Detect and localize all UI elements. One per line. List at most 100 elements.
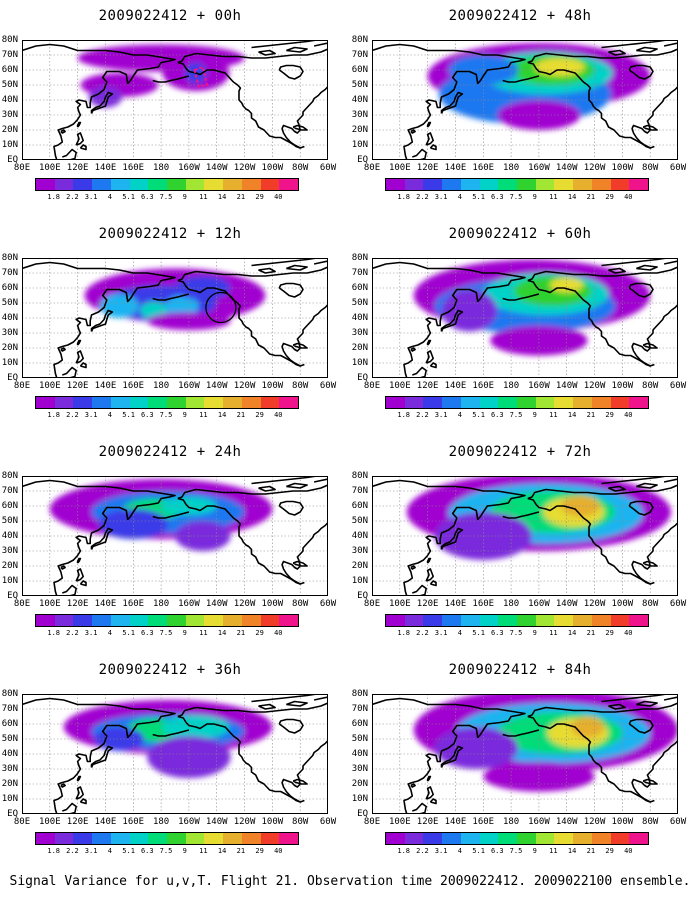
y-tick-label: 10N [351, 358, 368, 368]
x-tick-label: 100W [261, 381, 284, 391]
x-tick-label: 160E [472, 817, 495, 827]
coastline [631, 303, 678, 367]
x-tick-label: 160E [122, 817, 145, 827]
coastline [258, 267, 276, 274]
colorbar-label: 4 [107, 847, 112, 855]
x-tick-label: 120W [583, 163, 606, 173]
x-tick-label: 60W [319, 163, 337, 173]
coastline [79, 580, 87, 587]
colorbar-cell [129, 397, 149, 408]
colorbar-label: 14 [217, 411, 227, 419]
colorbar-cell [54, 615, 74, 626]
colorbar-label: 21 [586, 847, 596, 855]
colorbar-label: 11 [549, 193, 558, 201]
colorbar-label: 11 [199, 411, 208, 419]
colorbar-label: 5.1 [122, 629, 135, 637]
colorbar-cell [36, 833, 56, 844]
x-tick-label: 80W [292, 381, 309, 391]
colorbar-label: 1.8 [397, 629, 411, 637]
colorbar-cell [535, 397, 555, 408]
y-tick-label: 10N [351, 794, 368, 804]
x-tick-label: 160E [122, 381, 145, 391]
colorbar-cell [73, 179, 93, 190]
y-tick-label: 20N [1, 125, 18, 135]
variance-contour [161, 497, 217, 515]
y-tick-label: 40N [351, 313, 368, 323]
colorbar-cell [167, 397, 187, 408]
colorbar-cell [498, 615, 518, 626]
variance-map [372, 258, 678, 378]
y-tick-label: EQ [7, 809, 18, 819]
colorbar-label: 21 [236, 193, 246, 201]
colorbar [385, 396, 649, 409]
colorbar-cell [129, 615, 149, 626]
coastline [251, 694, 318, 703]
x-tick-label: 140E [94, 381, 117, 391]
y-tick-label: EQ [357, 591, 368, 601]
colorbar-label: 7.5 [159, 411, 173, 419]
y-tick-label: 20N [1, 779, 18, 789]
coastline [502, 75, 540, 83]
coastline [608, 267, 626, 274]
colorbar-cell [442, 833, 462, 844]
colorbar-cell [92, 179, 112, 190]
y-tick-label: 30N [1, 328, 18, 338]
colorbar-label: 11 [549, 847, 558, 855]
colorbar-label: 11 [199, 629, 208, 637]
coastlines [22, 694, 328, 814]
variance-contour [94, 727, 145, 751]
coastline [251, 476, 318, 485]
colorbar-cell [404, 833, 424, 844]
coastline [60, 565, 66, 570]
coastline [75, 568, 85, 582]
map-panel: 2009022412 + 84h EQ 10N 20N 30N 40N 50N 60N 70N 8… [350, 654, 690, 872]
colorbar-label: 2.2 [66, 847, 79, 855]
colorbar-label: 3.1 [84, 411, 98, 419]
y-tick-label: EQ [357, 809, 368, 819]
colorbar-cell [223, 615, 243, 626]
y-tick-label: 20N [351, 561, 368, 571]
colorbar-cell [460, 397, 481, 408]
y-tick-label: 10N [1, 140, 18, 150]
colorbar-cell [554, 397, 574, 408]
colorbar-label: 7.5 [159, 847, 173, 855]
colorbar-cell [629, 397, 649, 408]
x-tick-label: 180 [502, 817, 520, 827]
coastline [527, 702, 678, 718]
y-tick-label: 70N [351, 50, 368, 60]
y-tick-label: 30N [351, 110, 368, 120]
x-tick-label: 120W [233, 163, 256, 173]
y-tick-label: 20N [1, 343, 18, 353]
x-tick-label: 100W [261, 163, 284, 173]
coastline [22, 697, 176, 814]
y-tick-label: 10N [1, 576, 18, 586]
variance-contour [448, 55, 519, 85]
y-tick-label: 50N [1, 298, 18, 308]
colorbar-cell [73, 397, 93, 408]
y-tick-label: 80N [1, 253, 18, 263]
x-tick-label: 100E [388, 163, 411, 173]
colorbar-cell [92, 615, 112, 626]
x-tick-label: 180 [152, 163, 170, 173]
colorbar-cell [423, 615, 443, 626]
coastline [292, 560, 308, 567]
colorbar-cell [54, 397, 74, 408]
panel-title: 2009022412 + 00h [98, 8, 242, 24]
colorbar-cell [279, 397, 299, 408]
coastline [292, 778, 308, 785]
colorbar-label: 1.8 [47, 411, 61, 419]
coastline [177, 715, 305, 803]
coastline [412, 802, 428, 814]
colorbar-cell [535, 179, 555, 190]
colorbar-cell [479, 179, 499, 190]
coastline [372, 43, 526, 160]
x-tick-label: 80E [363, 163, 381, 173]
x-tick-label: 160W [178, 381, 200, 391]
coastline [177, 484, 328, 500]
colorbar-label: 9 [532, 411, 537, 419]
colorbar-cell [498, 833, 518, 844]
colorbar-label: 21 [586, 629, 596, 637]
coastline [177, 266, 328, 282]
colorbar [385, 178, 649, 191]
coastline [412, 366, 428, 378]
